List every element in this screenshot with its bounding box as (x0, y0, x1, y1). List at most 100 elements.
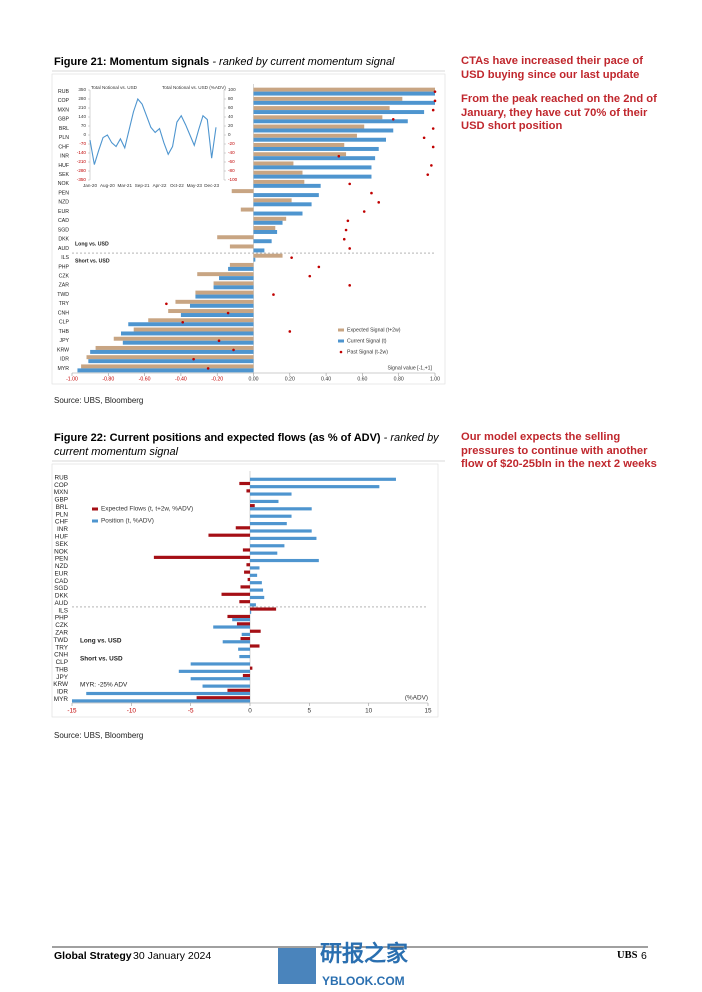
bar (250, 529, 312, 533)
bar (253, 170, 303, 175)
bar (148, 318, 254, 323)
note: Our model expects the selling pressures … (461, 431, 657, 471)
bar (250, 514, 292, 518)
bar (253, 220, 283, 225)
bar (246, 563, 250, 567)
y-tick-label: BRL (59, 126, 69, 132)
y-tick-label: GBP (55, 497, 69, 504)
y2-axis-label: Total Notional vs. USD (%ADV) (162, 85, 226, 90)
y-tick-label: CAD (55, 578, 69, 585)
y-tick-label: NOK (54, 548, 69, 555)
y-tick-label: MXN (54, 489, 69, 496)
bar (253, 253, 283, 258)
y-tick-label: INR (57, 526, 68, 533)
y-tick-label: -210 (77, 159, 87, 164)
x-tick-label: -1.00 (66, 376, 78, 382)
subtitle: - ranked by current momentum signal (54, 432, 439, 458)
y-tick-label: CLP (59, 320, 70, 326)
dot (348, 284, 351, 287)
bar (253, 179, 305, 184)
dot (431, 108, 435, 112)
bar (239, 600, 250, 604)
y-tick-label: DKK (55, 593, 69, 600)
legend-label: Expected Signal (t+2w) (347, 327, 401, 333)
bar (253, 115, 383, 120)
bar (250, 644, 260, 648)
legend-swatch (338, 339, 344, 343)
y-tick-label: SGD (58, 227, 69, 233)
bar (229, 262, 254, 267)
bar (253, 165, 372, 170)
y-tick-label: -140 (77, 150, 87, 155)
x-tick-label: 10 (365, 708, 373, 715)
y-tick-label: 0 (83, 132, 86, 137)
legend-label: Position (t, %ADV) (101, 518, 154, 525)
bar (231, 189, 254, 194)
x-tick-label: Aug-20 (100, 183, 115, 188)
y-tick-label: CLP (56, 659, 68, 666)
bar (250, 603, 256, 607)
footer-page: 6 (641, 950, 647, 962)
y-tick-label: 70 (81, 123, 87, 128)
x-axis-label: Signal value [-1,+1] (387, 365, 432, 371)
x-tick-label: Dec-23 (204, 183, 219, 188)
watermark-site: YBLOOK.COM (322, 974, 405, 988)
bar (178, 669, 250, 673)
bar (253, 216, 287, 221)
y2-tick-label: -80 (228, 168, 235, 173)
x-tick-label: -15 (67, 708, 77, 715)
y-tick-label: ZAR (59, 283, 70, 289)
y-tick-label: RUB (55, 474, 69, 481)
dot (370, 191, 373, 195)
bar (239, 481, 250, 486)
bar (253, 87, 435, 92)
y2-tick-label: 100 (228, 87, 236, 92)
y-tick-label: CAD (58, 218, 69, 224)
x-tick-label: -5 (188, 708, 194, 715)
y-tick-label: KRW (53, 681, 69, 688)
x-tick-label: -0.60 (139, 376, 151, 382)
bar (253, 257, 256, 262)
y-tick-label: PLN (59, 135, 69, 141)
y-tick-label: EUR (55, 570, 69, 577)
y-tick-label: ILS (58, 607, 68, 614)
title: Figure 21: Momentum signals (54, 56, 210, 68)
x-tick-label: 0.80 (394, 376, 404, 382)
plot (77, 87, 437, 373)
dot (308, 274, 312, 278)
dot (337, 154, 341, 158)
y2-tick-label: -20 (228, 141, 235, 146)
bar (253, 193, 319, 198)
bar (250, 588, 264, 592)
dot (433, 90, 437, 93)
bar (175, 299, 254, 304)
y2-tick-label: -40 (228, 150, 235, 155)
bar (122, 340, 254, 345)
bar (240, 585, 250, 589)
x-tick-label: -0.80 (102, 376, 114, 382)
bar (239, 654, 250, 659)
y2-tick-label: 80 (228, 96, 234, 101)
x-tick-label: -0.40 (175, 376, 187, 382)
bar (88, 359, 254, 364)
y-tick-label: NZD (55, 563, 69, 570)
y2-tick-label: -60 (228, 159, 235, 164)
y-tick-label: INR (60, 154, 69, 160)
bar (253, 230, 278, 234)
y2-tick-label: 60 (228, 105, 234, 110)
y-tick-label: PLN (56, 511, 69, 518)
dot (192, 357, 195, 361)
annotation: MYR: -25% ADV (80, 682, 128, 689)
y-tick-label: CZK (59, 274, 70, 280)
bar (253, 146, 379, 151)
legend-label: Current Signal (t) (347, 338, 387, 344)
bar (227, 614, 250, 619)
y-tick-label: ILS (61, 255, 69, 261)
y-tick-label: SEK (55, 541, 69, 548)
y-tick-label: PHP (55, 615, 68, 622)
dot (181, 320, 185, 324)
bar (72, 699, 250, 703)
footer-date: 30 January 2024 (133, 950, 212, 962)
